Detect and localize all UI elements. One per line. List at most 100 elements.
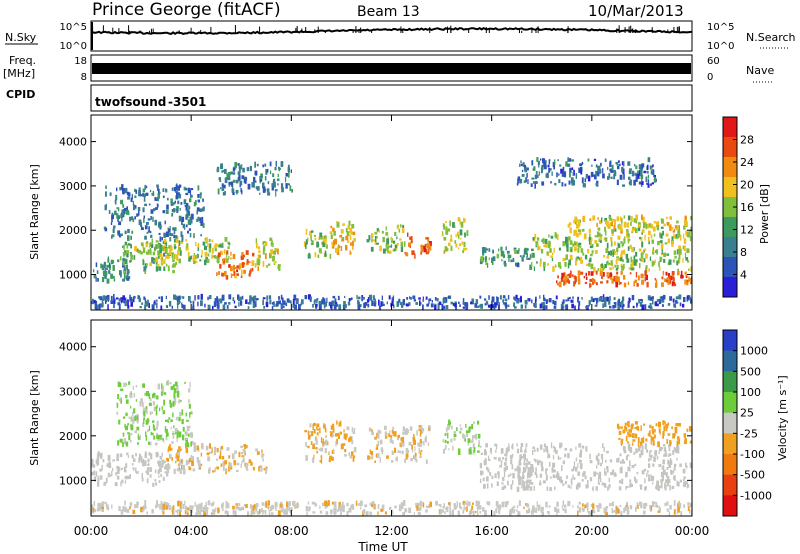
heatmap-cell [508, 443, 510, 449]
heatmap-cell [222, 184, 226, 189]
heatmap-cell [653, 176, 657, 183]
heatmap-cell [372, 239, 375, 242]
heatmap-cell [662, 472, 664, 477]
heatmap-cell [315, 503, 317, 507]
heatmap-cell [221, 503, 223, 509]
heatmap-cell [351, 440, 354, 445]
heatmap-cell [167, 265, 170, 272]
heatmap-cell [476, 510, 479, 516]
cpid-panel: CPID twofsound -3501 [6, 84, 693, 112]
heatmap-cell [609, 295, 611, 301]
heatmap-cell [152, 420, 155, 424]
heatmap-cell [253, 295, 257, 300]
heatmap-cell [336, 221, 339, 224]
heatmap-cell [405, 454, 408, 460]
heatmap-cell [331, 241, 333, 246]
heatmap-cell [159, 467, 162, 473]
heatmap-cell [184, 505, 187, 510]
heatmap-cell [240, 445, 244, 449]
heatmap-cell [187, 230, 189, 234]
heatmap-cell [672, 298, 675, 303]
heatmap-cell [506, 250, 510, 254]
heatmap-cell [544, 244, 548, 248]
heatmap-cell [637, 437, 640, 443]
velocity-heatmap [91, 379, 692, 516]
heatmap-cell [124, 230, 127, 235]
heatmap-cell [153, 260, 155, 263]
heatmap-cell [262, 187, 266, 193]
heatmap-cell [625, 455, 628, 461]
heatmap-cell [339, 504, 342, 511]
colorbar-tick-label: 16 [740, 201, 754, 214]
heatmap-cell [666, 216, 668, 220]
heatmap-cell [598, 473, 601, 479]
heatmap-cell [532, 237, 535, 241]
heatmap-cell [380, 447, 384, 451]
heatmap-cell [480, 452, 484, 455]
heatmap-cell [186, 214, 189, 219]
power-colorbar-label: Power [dB] [758, 184, 771, 244]
heatmap-cell [162, 385, 164, 390]
heatmap-cell [165, 502, 168, 505]
heatmap-cell [349, 242, 352, 246]
heatmap-cell [633, 255, 636, 261]
heatmap-cell [549, 248, 552, 252]
heatmap-cell [394, 244, 398, 249]
heatmap-cell [556, 280, 558, 284]
heatmap-cell [340, 509, 342, 516]
heatmap-cell [171, 264, 174, 268]
heatmap-cell [527, 503, 530, 508]
heatmap-cell [586, 507, 589, 513]
heatmap-cell [398, 504, 401, 511]
heatmap-cell [634, 463, 637, 467]
heatmap-cell [187, 251, 190, 258]
heatmap-cell [136, 419, 139, 424]
heatmap-cell [498, 504, 502, 510]
heatmap-cell [616, 509, 620, 514]
heatmap-cell [636, 305, 638, 308]
heatmap-cell [521, 256, 524, 262]
heatmap-cell [440, 504, 442, 508]
heatmap-cell [125, 463, 128, 468]
heatmap-cell [564, 504, 567, 508]
heatmap-cell [238, 167, 241, 173]
heatmap-cell [157, 243, 160, 249]
heatmap-cell [343, 443, 346, 446]
heatmap-cell [596, 465, 598, 469]
power-frame [90, 114, 693, 311]
heatmap-cell [628, 181, 631, 185]
heatmap-cell [230, 273, 233, 278]
heatmap-cell [647, 295, 651, 301]
heatmap-cell [502, 254, 505, 258]
heatmap-cell [526, 509, 529, 514]
heatmap-cell [522, 162, 525, 167]
heatmap-cell [143, 193, 146, 197]
heatmap-cell [189, 233, 192, 238]
heatmap-cell [637, 505, 639, 509]
heatmap-cell [133, 295, 136, 299]
heatmap-cell [129, 506, 131, 510]
heatmap-cell [474, 302, 478, 308]
heatmap-cell [552, 462, 556, 468]
heatmap-cell [240, 180, 243, 186]
heatmap-cell [574, 305, 576, 310]
heatmap-cell [543, 301, 545, 306]
heatmap-cell [178, 240, 181, 246]
heatmap-cell [466, 500, 468, 506]
heatmap-cell [538, 162, 540, 168]
heatmap-cell [330, 225, 333, 229]
heatmap-cell [580, 245, 582, 249]
x-tick-label: 20:00 [575, 524, 610, 538]
heatmap-cell [130, 405, 132, 409]
heatmap-cell [456, 427, 458, 432]
heatmap-cell [146, 511, 148, 515]
heatmap-cell [641, 178, 643, 182]
heatmap-cell [607, 254, 609, 259]
heatmap-cell [549, 487, 552, 492]
heatmap-cell [519, 255, 522, 258]
heatmap-cell [545, 474, 548, 481]
heatmap-cell [572, 171, 574, 176]
heatmap-cell [345, 235, 349, 241]
heatmap-cell [683, 504, 686, 508]
heatmap-cell [222, 169, 225, 173]
